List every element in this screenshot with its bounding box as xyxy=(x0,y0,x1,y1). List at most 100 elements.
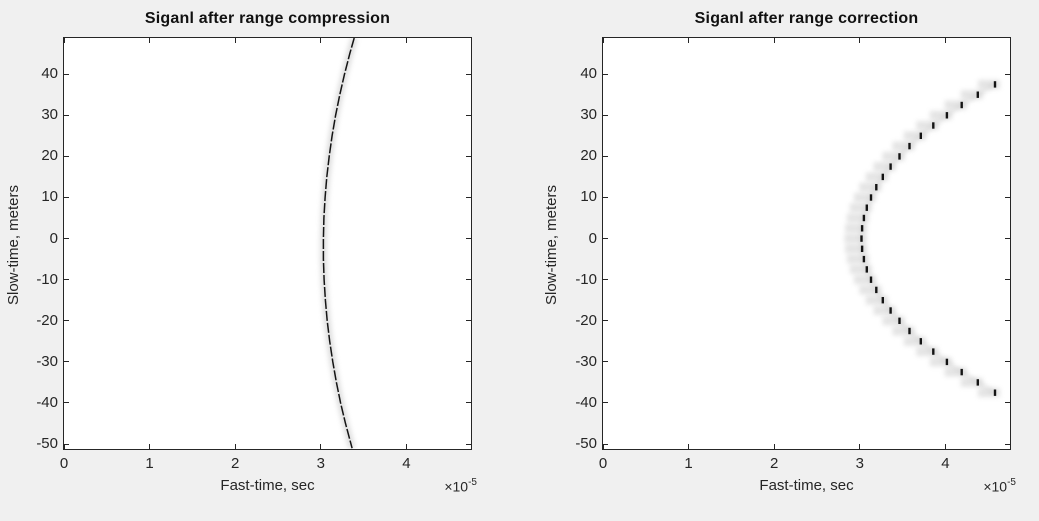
mark-halo xyxy=(865,172,888,182)
mark-halo xyxy=(903,336,926,346)
y-tick-mark xyxy=(1005,155,1010,157)
x-tick-mark xyxy=(602,444,604,449)
range-compression-signal xyxy=(319,38,358,449)
mark-halo xyxy=(960,377,983,387)
signal-mark xyxy=(919,338,922,345)
signal-mark xyxy=(945,112,949,119)
y-tick-label: 40 xyxy=(580,65,597,83)
x-tick-mark xyxy=(944,38,946,43)
mark-halo xyxy=(960,90,983,100)
signal-mark xyxy=(862,214,866,222)
mark-halo xyxy=(882,151,905,161)
y-tick-label: 30 xyxy=(41,106,58,124)
x-tick-mark xyxy=(234,38,236,43)
signal-mark xyxy=(993,389,997,396)
x-tick-label: 4 xyxy=(941,455,950,472)
mark-halo xyxy=(859,182,882,192)
x-tick-mark xyxy=(63,444,65,449)
signal-mark xyxy=(908,327,911,335)
x-tick-mark xyxy=(405,444,407,449)
x-tick-label: 3 xyxy=(855,455,864,472)
x-tick-mark xyxy=(149,38,151,43)
x-tick-mark xyxy=(63,38,65,43)
x-tick-mark xyxy=(688,444,690,449)
y-tick-label: -50 xyxy=(36,435,58,453)
x-tick-label: 0 xyxy=(59,455,69,472)
y-tick-mark xyxy=(1005,238,1010,240)
mark-halo xyxy=(844,234,867,244)
scale-exponent: -5 xyxy=(468,477,477,488)
x-axis-scale-exponent: ×10-5 xyxy=(407,477,477,495)
x-tick-mark xyxy=(859,38,861,43)
y-tick-mark xyxy=(64,196,69,198)
mark-halo xyxy=(859,285,882,295)
y-tick-mark xyxy=(64,320,69,322)
y-tick-mark xyxy=(466,402,471,404)
x-tick-label: 4 xyxy=(402,455,411,472)
y-tick-mark xyxy=(1005,279,1010,281)
signal-mark xyxy=(898,153,901,160)
mark-halo xyxy=(903,131,926,141)
y-tick-mark xyxy=(64,114,69,116)
y-tick-mark xyxy=(64,155,69,157)
x-axis-label: Fast-time, sec xyxy=(759,477,854,494)
y-tick-label: 0 xyxy=(588,229,597,247)
signal-mark xyxy=(869,194,873,201)
signal-mark xyxy=(860,235,863,242)
y-tick-mark xyxy=(1005,320,1010,322)
x-tick-mark xyxy=(688,38,690,43)
x-tick-label: 2 xyxy=(770,455,779,472)
y-tick-label: -30 xyxy=(36,352,58,370)
signal-mark xyxy=(993,81,997,88)
plot-title-range-compression: Siganl after range compression xyxy=(144,10,391,27)
y-tick-label: 40 xyxy=(41,65,58,83)
mark-halo xyxy=(854,193,876,202)
signal-mark xyxy=(860,225,864,232)
y-tick-mark xyxy=(603,155,608,157)
mark-halo xyxy=(846,213,869,223)
y-tick-label: 20 xyxy=(580,147,597,165)
mark-halo xyxy=(873,162,896,172)
plot-area-range-correction[interactable] xyxy=(602,37,1011,450)
y-tick-mark xyxy=(466,114,471,116)
x-axis-scale-exponent: ×10-5 xyxy=(946,477,1016,495)
range-migration-curve xyxy=(322,38,355,449)
y-tick-label: -40 xyxy=(575,393,597,411)
signal-mark xyxy=(889,163,892,170)
mark-halo xyxy=(849,203,872,213)
mark-halo xyxy=(929,110,952,120)
range-correction-signal xyxy=(844,79,1000,398)
mark-halo xyxy=(916,121,939,130)
mark-halo xyxy=(865,295,888,305)
signal-mark xyxy=(898,317,901,324)
scale-base: ×10 xyxy=(983,478,1008,495)
y-tick-mark xyxy=(603,320,608,322)
x-tick-label: 1 xyxy=(145,455,154,472)
signal-mark xyxy=(960,101,963,109)
y-tick-label: 0 xyxy=(49,229,58,247)
signal-mark xyxy=(976,91,979,98)
y-tick-mark xyxy=(603,402,608,404)
signal-mark xyxy=(881,173,884,181)
y-tick-mark xyxy=(603,443,608,445)
x-tick-mark xyxy=(149,444,151,449)
x-tick-mark xyxy=(944,444,946,449)
signal-mark xyxy=(860,245,864,252)
mark-halo xyxy=(944,100,967,110)
signal-mark xyxy=(865,266,868,273)
signal-mark xyxy=(908,142,911,150)
mark-halo xyxy=(846,254,869,264)
plot-title-range-correction: Siganl after range correction xyxy=(694,10,919,27)
signal-mark xyxy=(889,307,892,314)
y-tick-mark xyxy=(603,279,608,281)
mark-halo xyxy=(916,347,939,357)
y-tick-label: -20 xyxy=(575,311,597,329)
y-tick-mark xyxy=(466,320,471,322)
mark-halo xyxy=(873,306,896,315)
y-tick-mark xyxy=(603,196,608,198)
x-tick-label: 0 xyxy=(598,455,608,472)
mark-halo xyxy=(892,141,915,151)
scale-base: ×10 xyxy=(444,478,469,495)
plot-area-range-compression[interactable] xyxy=(63,37,472,450)
y-tick-mark xyxy=(1005,443,1010,445)
